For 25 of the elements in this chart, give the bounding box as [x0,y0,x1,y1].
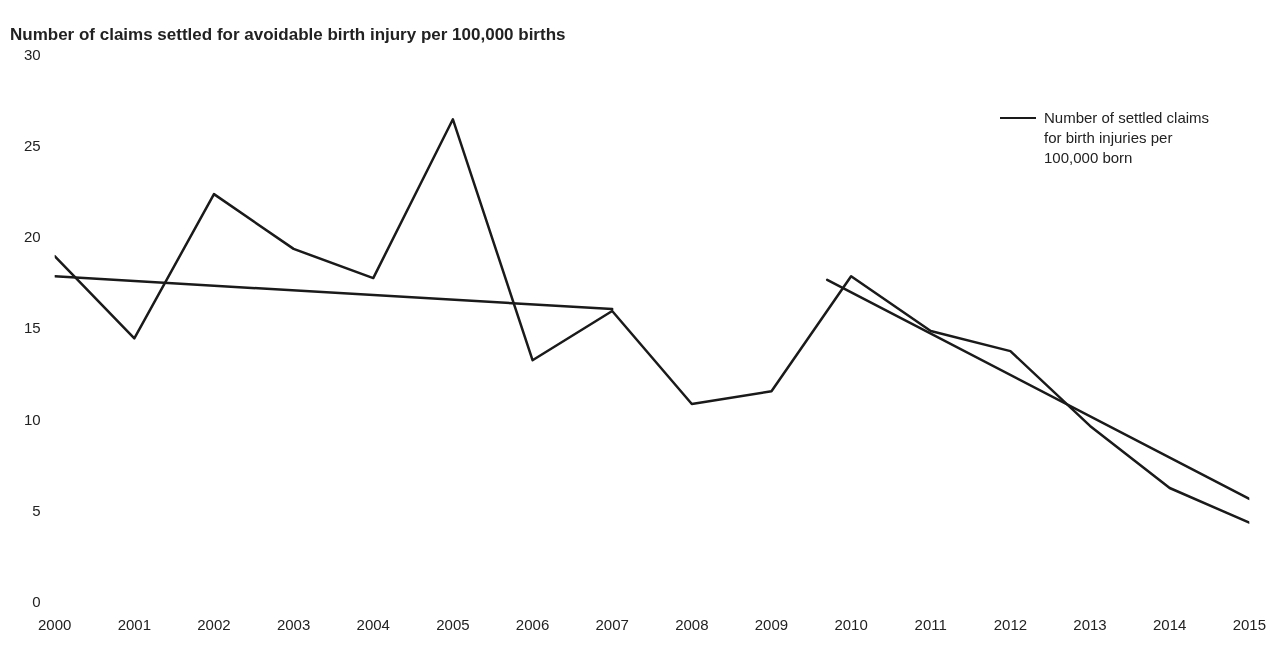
legend-label: Number of settled claims for birth injuries per 100,000 born [1044,108,1211,168]
y-tick-label: 15 [24,319,41,337]
x-tick-label: 2004 [356,616,390,634]
x-tick-label: 2015 [1232,616,1266,634]
x-tick-label: 2005 [436,616,470,634]
y-tick-label: 10 [24,410,41,428]
chart-title: Number of claims settled for avoidable birth injury per 100,000 births [10,24,566,44]
y-tick-label: 5 [32,501,41,519]
x-tick-label: 2010 [834,616,868,634]
x-tick-label: 2006 [515,616,550,634]
x-tick-label: 2009 [754,616,789,634]
x-tick-label: 2002 [197,616,231,634]
x-tick-label: 2003 [276,616,311,634]
x-tick-label: 2013 [1073,616,1107,634]
x-tick-label: 2012 [993,616,1028,634]
y-tick-label: 0 [32,593,41,611]
x-tick-label: 2008 [675,616,709,634]
x-tick-label: 2011 [914,616,947,634]
x-tick-label: 2000 [38,616,72,634]
x-tick-label: 2007 [595,616,629,634]
y-tick-label: 30 [24,45,41,63]
x-tick-label: 2014 [1152,616,1187,634]
x-tick-label: 2001 [117,616,152,634]
y-tick-label: 25 [24,136,41,154]
y-tick-label: 20 [24,228,41,246]
